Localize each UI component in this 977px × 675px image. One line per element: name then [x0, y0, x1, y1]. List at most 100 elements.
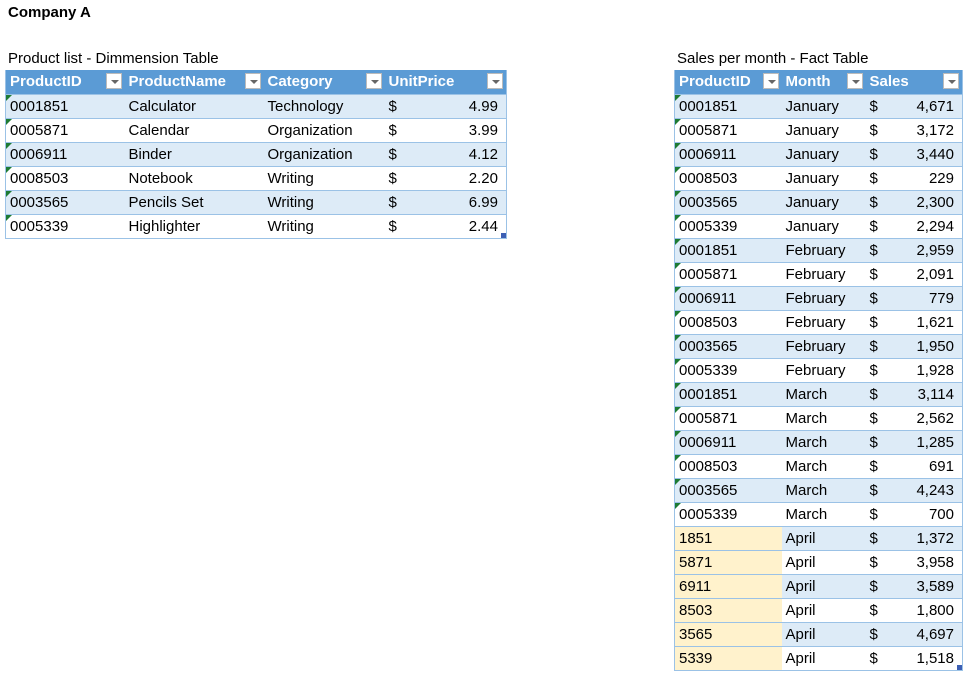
currency-cell[interactable]: $1,950 — [865, 333, 963, 358]
cell[interactable]: 0005871 — [674, 405, 782, 430]
currency-cell[interactable]: $4,671 — [865, 93, 963, 118]
cell[interactable]: Calendar — [124, 117, 264, 142]
table-resize-handle[interactable] — [501, 232, 506, 238]
cell[interactable]: February — [781, 261, 866, 286]
cell[interactable]: 0003565 — [5, 189, 125, 214]
currency-cell[interactable]: $691 — [865, 453, 963, 478]
cell[interactable]: Organization — [263, 117, 385, 142]
cell[interactable]: 3565 — [674, 621, 782, 646]
cell[interactable]: March — [781, 381, 866, 406]
cell[interactable]: 0008503 — [674, 453, 782, 478]
cell[interactable]: 6911 — [674, 573, 782, 598]
currency-cell[interactable]: $1,621 — [865, 309, 963, 334]
currency-cell[interactable]: $3,589 — [865, 573, 963, 598]
currency-cell[interactable]: $2,300 — [865, 189, 963, 214]
cell[interactable]: 0001851 — [5, 93, 125, 118]
currency-cell[interactable]: $2.20 — [384, 165, 507, 190]
currency-cell[interactable]: $1,928 — [865, 357, 963, 382]
cell[interactable]: 0006911 — [674, 429, 782, 454]
currency-cell[interactable]: $2,562 — [865, 405, 963, 430]
cell[interactable]: April — [781, 597, 866, 622]
cell[interactable]: January — [781, 213, 866, 238]
cell[interactable]: February — [781, 357, 866, 382]
currency-cell[interactable]: $6.99 — [384, 189, 507, 214]
cell[interactable]: 0001851 — [674, 93, 782, 118]
currency-cell[interactable]: $4.12 — [384, 141, 507, 166]
cell[interactable]: March — [781, 405, 866, 430]
cell[interactable]: Calculator — [124, 93, 264, 118]
cell[interactable]: 0006911 — [674, 141, 782, 166]
currency-cell[interactable]: $1,800 — [865, 597, 963, 622]
cell[interactable]: 0005339 — [674, 357, 782, 382]
cell[interactable]: April — [781, 573, 866, 598]
filter-dropdown-icon[interactable] — [943, 73, 959, 89]
cell[interactable]: February — [781, 309, 866, 334]
filter-dropdown-icon[interactable] — [105, 73, 122, 89]
currency-cell[interactable]: $4,243 — [865, 477, 963, 502]
table-resize-handle[interactable] — [957, 664, 962, 670]
cell[interactable]: Pencils Set — [124, 189, 264, 214]
cell[interactable]: 0005339 — [5, 213, 125, 238]
cell[interactable]: 0008503 — [674, 165, 782, 190]
cell[interactable]: Notebook — [124, 165, 264, 190]
currency-cell[interactable]: $2,091 — [865, 261, 963, 286]
cell[interactable]: 0006911 — [5, 141, 125, 166]
currency-cell[interactable]: $4,697 — [865, 621, 963, 646]
cell[interactable]: February — [781, 333, 866, 358]
cell[interactable]: 5871 — [674, 549, 782, 574]
cell[interactable]: January — [781, 165, 866, 190]
cell[interactable]: 1851 — [674, 525, 782, 550]
cell[interactable]: 5339 — [674, 645, 782, 670]
currency-cell[interactable]: $2.44 — [384, 213, 507, 238]
cell[interactable]: 0005339 — [674, 213, 782, 238]
cell[interactable]: April — [781, 549, 866, 574]
cell[interactable]: 0005339 — [674, 501, 782, 526]
cell[interactable]: April — [781, 621, 866, 646]
cell[interactable]: 0008503 — [674, 309, 782, 334]
filter-dropdown-icon[interactable] — [762, 73, 779, 89]
cell[interactable]: January — [781, 141, 866, 166]
currency-cell[interactable]: $700 — [865, 501, 963, 526]
cell[interactable]: Writing — [263, 213, 385, 238]
cell[interactable]: Writing — [263, 189, 385, 214]
filter-dropdown-icon[interactable] — [487, 73, 503, 89]
currency-cell[interactable]: $1,518 — [865, 645, 963, 670]
cell[interactable]: January — [781, 189, 866, 214]
cell[interactable]: 0006911 — [674, 285, 782, 310]
currency-cell[interactable]: $1,372 — [865, 525, 963, 550]
cell[interactable]: January — [781, 117, 866, 142]
cell[interactable]: January — [781, 93, 866, 118]
cell[interactable]: 0003565 — [674, 333, 782, 358]
cell[interactable]: 0001851 — [674, 237, 782, 262]
currency-cell[interactable]: $4.99 — [384, 93, 507, 118]
cell[interactable]: 0001851 — [674, 381, 782, 406]
cell[interactable]: 8503 — [674, 597, 782, 622]
cell[interactable]: February — [781, 285, 866, 310]
currency-cell[interactable]: $3,440 — [865, 141, 963, 166]
cell[interactable]: March — [781, 429, 866, 454]
currency-cell[interactable]: $229 — [865, 165, 963, 190]
currency-cell[interactable]: $779 — [865, 285, 963, 310]
cell[interactable]: February — [781, 237, 866, 262]
cell[interactable]: 0003565 — [674, 189, 782, 214]
currency-cell[interactable]: $3,114 — [865, 381, 963, 406]
cell[interactable]: 0008503 — [5, 165, 125, 190]
cell[interactable]: March — [781, 501, 866, 526]
currency-cell[interactable]: $3,172 — [865, 117, 963, 142]
cell[interactable]: 0005871 — [5, 117, 125, 142]
filter-dropdown-icon[interactable] — [846, 73, 863, 89]
currency-cell[interactable]: $1,285 — [865, 429, 963, 454]
filter-dropdown-icon[interactable] — [365, 73, 382, 89]
currency-cell[interactable]: $2,959 — [865, 237, 963, 262]
cell[interactable]: 0005871 — [674, 261, 782, 286]
cell[interactable]: Binder — [124, 141, 264, 166]
cell[interactable]: Highlighter — [124, 213, 264, 238]
cell[interactable]: Organization — [263, 141, 385, 166]
filter-dropdown-icon[interactable] — [244, 73, 261, 89]
cell[interactable]: 0003565 — [674, 477, 782, 502]
cell[interactable]: April — [781, 645, 866, 670]
cell[interactable]: April — [781, 525, 866, 550]
cell[interactable]: March — [781, 477, 866, 502]
currency-cell[interactable]: $3.99 — [384, 117, 507, 142]
cell[interactable]: 0005871 — [674, 117, 782, 142]
